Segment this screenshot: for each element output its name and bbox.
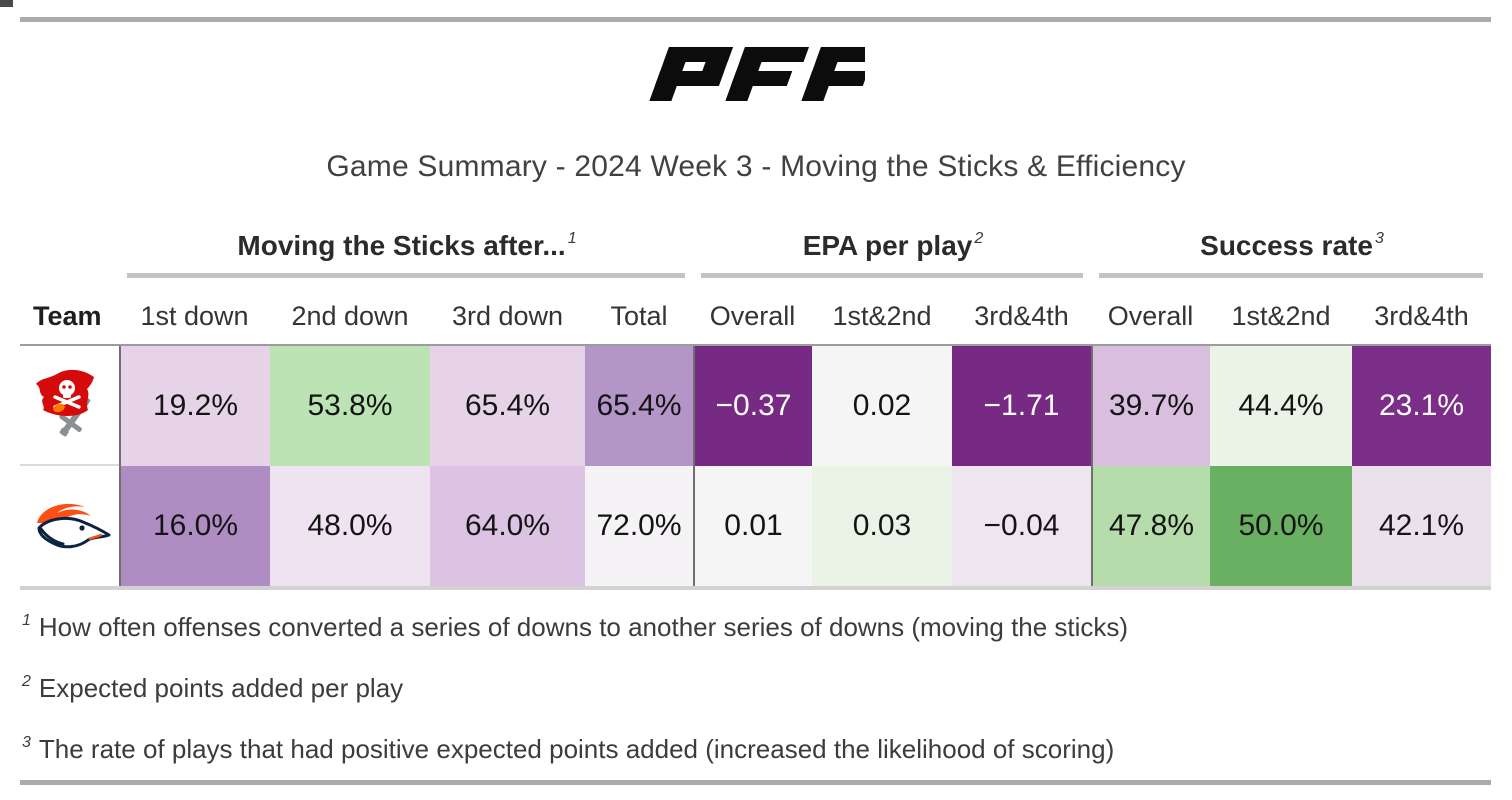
stat-cell: 65.4% <box>430 346 585 466</box>
column-header-epa-overall: Overall <box>709 301 796 331</box>
group-header-spacer <box>20 222 119 278</box>
column-header-sr-1st2nd: 1st&2nd <box>1231 301 1331 331</box>
summary-table: Moving the Sticks after... 1 EPA per play… <box>20 222 1491 590</box>
stat-cell: 72.0% <box>585 466 693 586</box>
stat-cell: −0.04 <box>952 466 1091 586</box>
stat-cell: −0.37 <box>693 346 812 466</box>
logo-container <box>0 46 1512 102</box>
stat-cell: 0.01 <box>693 466 812 586</box>
footnote-2: 2 Expected points added per play <box>22 673 403 704</box>
page-title: Game Summary - 2024 Week 3 - Moving the … <box>326 150 1186 183</box>
group-underline <box>701 273 1083 278</box>
footnote-text: The rate of plays that had positive expe… <box>38 734 1115 764</box>
group-header-row: Moving the Sticks after... 1 EPA per play… <box>20 222 1491 278</box>
top-divider-rule <box>20 17 1491 22</box>
footnote-ref-2: 2 <box>974 229 984 247</box>
stat-cell: 53.8% <box>270 346 430 466</box>
group-underline <box>127 273 685 278</box>
footnote-3: 3 The rate of plays that had positive exp… <box>22 734 1114 765</box>
group-label: EPA per play <box>802 230 973 261</box>
stat-cell: 47.8% <box>1091 466 1210 586</box>
column-header-team: Team <box>33 301 102 331</box>
footnote-1: 1 How often offenses converted a series o… <box>22 612 1128 643</box>
column-header-2nd-down: 2nd down <box>291 301 409 331</box>
column-header-epa-1st2nd: 1st&2nd <box>832 301 932 331</box>
footnote-ref-1: 1 <box>567 229 577 247</box>
footnote-marker: 2 <box>22 673 31 690</box>
stat-cell: 48.0% <box>270 466 430 586</box>
column-header-sr-3rd4th: 3rd&4th <box>1374 301 1469 331</box>
footnote-marker: 3 <box>22 734 31 751</box>
buccaneers-logo-icon <box>35 369 94 437</box>
footnote-marker: 1 <box>22 612 31 629</box>
stat-cell: 23.1% <box>1352 346 1491 466</box>
stat-cell: 39.7% <box>1091 346 1210 466</box>
pff-logo-icon <box>649 47 865 101</box>
column-header-row: Team 1st down 2nd down 3rd down Total Ov… <box>20 278 1491 344</box>
stat-cell: 44.4% <box>1210 346 1352 466</box>
column-header-epa-3rd4th: 3rd&4th <box>974 301 1069 331</box>
footnote-text: Expected points added per play <box>38 673 404 703</box>
footnote-text: How often offenses converted a series of… <box>38 612 1129 642</box>
group-header-epa-per-play: EPA per play 2 <box>693 222 1091 278</box>
column-header-sr-overall: Overall <box>1107 301 1194 331</box>
group-label: Success rate <box>1200 230 1373 261</box>
group-label: Moving the Sticks after... <box>237 230 566 261</box>
stat-cell: −1.71 <box>952 346 1091 466</box>
group-underline <box>1099 273 1483 278</box>
team-cell-buccaneers <box>20 346 119 466</box>
group-header-moving-the-sticks: Moving the Sticks after... 1 <box>119 222 693 278</box>
stat-cell: 64.0% <box>430 466 585 586</box>
broncos-logo-icon <box>36 503 110 549</box>
column-header-total: Total <box>610 301 668 331</box>
column-header-1st-down: 1st down <box>140 301 249 331</box>
data-grid: 19.2% 53.8% 65.4% 65.4% −0.37 0.02 −1.71… <box>20 344 1491 590</box>
footnote-ref-3: 3 <box>1374 229 1384 247</box>
screenshot-corner-artifact <box>0 0 13 7</box>
stat-cell: 50.0% <box>1210 466 1352 586</box>
team-cell-broncos <box>20 466 119 586</box>
bottom-divider-rule <box>20 780 1491 785</box>
stat-cell: 16.0% <box>119 466 270 586</box>
stat-cell: 0.03 <box>812 466 952 586</box>
stat-cell: 19.2% <box>119 346 270 466</box>
column-header-3rd-down: 3rd down <box>451 301 564 331</box>
stat-cell: 65.4% <box>585 346 693 466</box>
stat-cell: 0.02 <box>812 346 952 466</box>
stat-cell: 42.1% <box>1352 466 1491 586</box>
group-header-success-rate: Success rate 3 <box>1091 222 1491 278</box>
